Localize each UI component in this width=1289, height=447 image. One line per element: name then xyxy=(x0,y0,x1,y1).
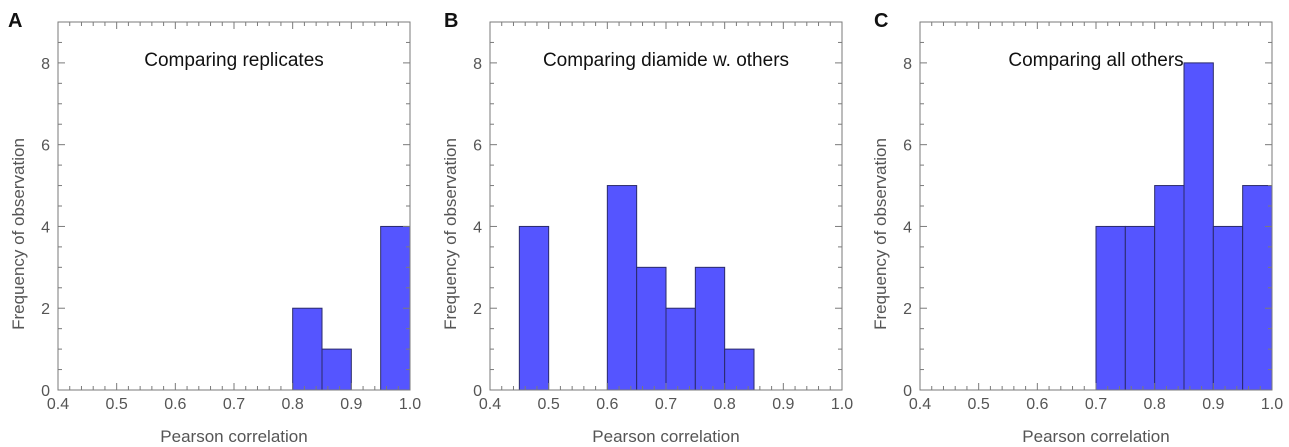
histogram-bar xyxy=(694,266,726,391)
y-tick-label: 0 xyxy=(903,383,912,400)
x-tick-label: 0.8 xyxy=(282,396,304,413)
histogram-bar xyxy=(1242,185,1273,391)
y-tick-label: 6 xyxy=(473,138,482,155)
x-tick-label: 1.0 xyxy=(399,396,421,413)
y-tick-label: 4 xyxy=(41,219,50,236)
histogram-bar xyxy=(665,307,696,391)
histogram-bar xyxy=(1212,225,1244,391)
y-axis-label: Frequency of observation xyxy=(871,138,890,330)
x-tick-label: 0.4 xyxy=(479,396,501,413)
chart-panel-b: B 0.4 0.5 0.6 0.7 0.8 0.9 1.0 0 2 4 6 8 Comparing dia… xyxy=(441,10,853,446)
x-tick-label: 0.4 xyxy=(47,396,69,413)
y-tick-label: 8 xyxy=(903,56,912,73)
x-tick-label: 0.7 xyxy=(655,396,677,413)
x-axis-label: Pearson correlation xyxy=(160,427,307,446)
x-tick-label: 0.5 xyxy=(106,396,128,413)
y-tick-label: 8 xyxy=(473,56,482,73)
y-tick-label: 2 xyxy=(903,301,912,318)
y-tick-label: 8 xyxy=(41,56,50,73)
histogram-bar xyxy=(518,225,550,391)
x-tick-label: 0.9 xyxy=(772,396,794,413)
histogram-bar xyxy=(1124,225,1156,391)
x-tick-label: 0.7 xyxy=(223,396,245,413)
histogram-bar xyxy=(1154,185,1185,391)
chart-panel-c: C 0.4 0.5 0.6 0.7 0.8 0.9 1.0 0 2 4 6 8 Comparing all… xyxy=(871,10,1283,446)
panel-letter: A xyxy=(8,10,22,32)
y-tick-label: 2 xyxy=(41,301,50,318)
x-tick-label: 0.6 xyxy=(596,396,618,413)
x-tick-label: 0.5 xyxy=(968,396,990,413)
x-tick-label: 0.6 xyxy=(1026,396,1048,413)
panel-letter: C xyxy=(874,10,888,32)
x-tick-label: 0.6 xyxy=(164,396,186,413)
y-tick-label: 6 xyxy=(903,138,912,155)
y-tick-label: 4 xyxy=(473,219,482,236)
histogram-bar xyxy=(321,348,352,391)
x-axis-label: Pearson correlation xyxy=(1022,427,1169,446)
x-tick-label: 0.9 xyxy=(340,396,362,413)
chart-title: Comparing all others xyxy=(1008,50,1183,71)
y-tick-label: 0 xyxy=(473,383,482,400)
x-tick-label: 0.9 xyxy=(1202,396,1224,413)
y-tick-label: 4 xyxy=(903,219,912,236)
y-tick-label: 2 xyxy=(473,301,482,318)
x-tick-label: 0.7 xyxy=(1085,396,1107,413)
x-tick-label: 0.8 xyxy=(714,396,736,413)
chart-title: Comparing diamide w. others xyxy=(543,50,789,71)
histogram-bar xyxy=(1183,62,1214,391)
x-tick-label: 1.0 xyxy=(831,396,853,413)
x-tick-label: 0.5 xyxy=(538,396,560,413)
histogram-bar xyxy=(636,266,667,391)
x-tick-label: 0.4 xyxy=(909,396,931,413)
histogram-bar xyxy=(724,348,755,391)
x-axis-label: Pearson correlation xyxy=(592,427,739,446)
histogram-bar xyxy=(606,185,638,391)
y-axis-label: Frequency of observation xyxy=(9,138,28,330)
chart-title: Comparing replicates xyxy=(144,50,324,71)
chart-panel-a: A 0.4 0.5 0.6 0.7 0.8 0.9 1.0 0 2 4 6 8 Comparing rep… xyxy=(8,10,421,446)
panel-letter: B xyxy=(444,10,458,32)
histogram-bar xyxy=(292,307,323,391)
y-tick-label: 0 xyxy=(41,383,50,400)
plot-frame xyxy=(57,21,411,391)
x-tick-label: 1.0 xyxy=(1261,396,1283,413)
x-tick-label: 0.8 xyxy=(1144,396,1166,413)
histogram-bar xyxy=(1095,225,1126,391)
y-axis-label: Frequency of observation xyxy=(441,138,460,330)
y-tick-label: 6 xyxy=(41,138,50,155)
